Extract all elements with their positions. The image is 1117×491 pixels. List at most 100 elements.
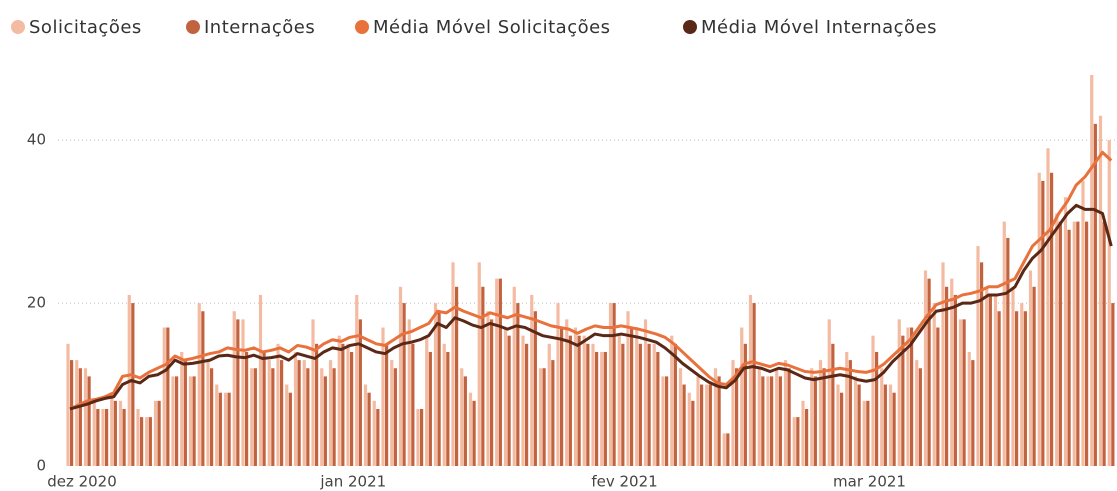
bar [875, 351, 879, 466]
bar [941, 262, 945, 466]
bar [166, 327, 170, 466]
bar [136, 408, 140, 466]
bar [367, 392, 371, 466]
bar [915, 360, 919, 466]
bar [315, 343, 319, 466]
legend-marker [186, 20, 200, 34]
legend-label: Média Móvel Solicitações [373, 17, 611, 38]
bar [78, 368, 82, 466]
bar [271, 368, 275, 466]
bar [75, 360, 79, 466]
bar [787, 368, 791, 466]
bar [323, 376, 327, 466]
bar [140, 417, 144, 466]
bar [83, 368, 88, 466]
bar [888, 384, 893, 466]
bar [411, 343, 415, 466]
bar [188, 376, 193, 466]
bar [836, 384, 840, 466]
bar [311, 319, 315, 466]
bar [617, 335, 621, 466]
bar [805, 408, 809, 466]
bar [932, 303, 936, 466]
bar [573, 327, 578, 466]
bar [148, 417, 152, 466]
bar [665, 376, 669, 466]
bar [673, 343, 677, 466]
bar [761, 376, 765, 466]
x-tick-label: jan 2021 [319, 473, 386, 491]
bar [227, 392, 231, 466]
bar [848, 360, 852, 466]
bar [258, 294, 263, 466]
bar [1063, 197, 1068, 466]
bar [726, 433, 730, 466]
bar [145, 417, 149, 466]
bar [626, 311, 630, 466]
bar [1020, 303, 1024, 466]
bar [880, 368, 884, 466]
bar [967, 351, 971, 466]
bar [87, 376, 91, 466]
bar [495, 278, 499, 466]
bar [722, 433, 726, 466]
bar [993, 294, 998, 466]
x-tick-label: mar 2021 [833, 473, 906, 491]
bar [486, 311, 490, 466]
bar [503, 327, 508, 466]
bar [705, 384, 709, 466]
bar [363, 384, 368, 466]
bar [1085, 221, 1089, 466]
bar [332, 368, 336, 466]
bar [638, 343, 642, 466]
bar [735, 368, 739, 466]
bar [390, 360, 394, 466]
bar [775, 368, 779, 466]
bar [442, 343, 446, 466]
bar [1067, 229, 1071, 466]
bar [346, 343, 350, 466]
bar [927, 278, 931, 466]
bar [302, 360, 306, 466]
bar [783, 360, 788, 466]
bar [533, 311, 537, 466]
bar [1107, 140, 1111, 466]
bar [218, 392, 222, 466]
legend-label: Média Móvel Internações [701, 17, 937, 38]
bar [822, 368, 826, 466]
bar [866, 400, 870, 466]
bar [201, 311, 205, 466]
bar [1081, 180, 1085, 467]
bar [962, 319, 966, 466]
bar [162, 327, 166, 466]
bar [280, 360, 284, 466]
bar [661, 376, 665, 466]
bar [402, 303, 406, 466]
bar [871, 335, 875, 466]
bar [512, 286, 516, 466]
bar [498, 278, 502, 466]
bar [757, 368, 761, 466]
bar [853, 376, 858, 466]
bar [538, 368, 543, 466]
bar [250, 368, 254, 466]
bar [551, 360, 555, 466]
bar [92, 400, 96, 466]
bar [455, 286, 459, 466]
legend-marker [11, 20, 25, 34]
bar [1111, 303, 1115, 466]
y-tick-label: 0 [36, 457, 46, 475]
bar [468, 392, 473, 466]
bar [831, 343, 835, 466]
bar [285, 384, 289, 466]
bar [437, 311, 441, 466]
bar [748, 294, 753, 466]
bar [118, 400, 123, 466]
bar [752, 303, 756, 466]
bar [906, 327, 910, 466]
bar [892, 392, 896, 466]
bar [398, 286, 403, 466]
bar [416, 408, 420, 466]
bar [591, 343, 595, 466]
bar [105, 408, 109, 466]
